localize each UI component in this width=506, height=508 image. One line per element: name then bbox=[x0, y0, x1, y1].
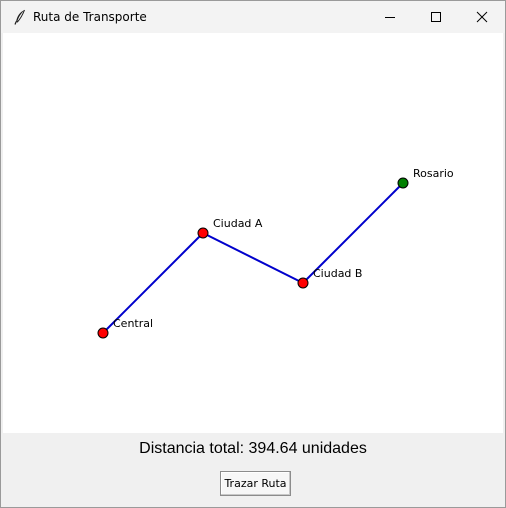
city-marker bbox=[97, 327, 109, 339]
minimize-icon bbox=[385, 17, 395, 18]
route-map: Central Ciudad A Ciudad B Rosario bbox=[97, 167, 454, 339]
window-title: Ruta de Transporte bbox=[33, 10, 147, 24]
close-icon bbox=[476, 11, 488, 23]
city-label: Rosario bbox=[413, 167, 454, 180]
city-marker bbox=[297, 277, 309, 289]
title-bar[interactable]: Ruta de Transporte bbox=[1, 1, 505, 33]
trace-route-button[interactable]: Trazar Ruta bbox=[220, 471, 291, 496]
close-button[interactable] bbox=[459, 1, 505, 33]
map-canvas[interactable]: Central Ciudad A Ciudad B Rosario bbox=[3, 33, 503, 433]
city-marker bbox=[197, 227, 209, 239]
city-label: Central bbox=[113, 317, 153, 330]
route-segment bbox=[102, 232, 204, 334]
minimize-button[interactable] bbox=[367, 1, 413, 33]
city-marker bbox=[397, 177, 409, 189]
maximize-button[interactable] bbox=[413, 1, 459, 33]
city-label: Ciudad A bbox=[213, 217, 263, 230]
city-label: Ciudad B bbox=[313, 267, 362, 280]
route-segment bbox=[202, 232, 304, 284]
total-distance-label: Distancia total: 394.64 unidades bbox=[139, 440, 367, 457]
route-segment bbox=[302, 182, 404, 284]
maximize-icon bbox=[431, 12, 441, 22]
bottom-panel: Distancia total: 394.64 unidades Trazar … bbox=[3, 433, 503, 507]
feather-icon bbox=[13, 9, 27, 25]
